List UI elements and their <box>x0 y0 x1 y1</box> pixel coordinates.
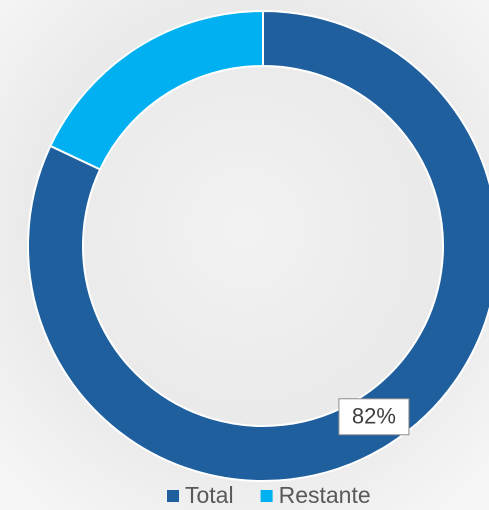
donut-slice <box>27 9 489 482</box>
legend-label: Total <box>185 482 234 508</box>
legend-label: Restante <box>279 482 371 508</box>
legend-swatch <box>167 490 179 502</box>
legend-swatch <box>260 490 273 502</box>
data-label-box <box>338 398 410 436</box>
donut-slice <box>49 9 264 171</box>
legend: Total Restante <box>167 482 371 508</box>
data-label: 82% <box>352 404 396 429</box>
plot-area: 82% <box>27 9 489 482</box>
